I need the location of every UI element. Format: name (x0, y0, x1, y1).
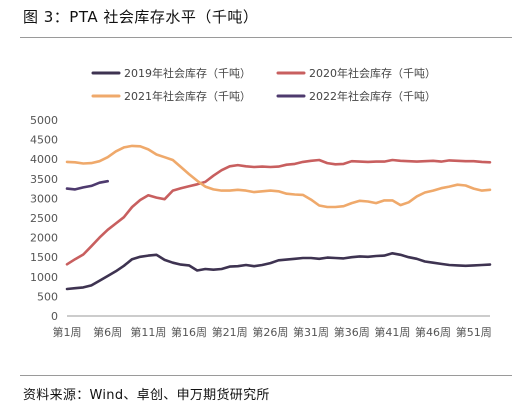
bottom-rule (20, 375, 512, 376)
chart-legend: 2019年社会库存（千吨） 2020年社会库存（千吨） 2021年社会库存（千吨） 2… (91, 66, 436, 103)
x-tick-label: 第46周 (415, 325, 451, 339)
top-rule (20, 37, 512, 38)
series-line (65, 158, 492, 266)
y-tick-label: 4500 (30, 134, 58, 147)
series-line (65, 179, 109, 191)
x-tick-label: 第26周 (252, 325, 288, 339)
series-line (65, 252, 492, 291)
legend-label: 2019年社会库存（千吨） (124, 66, 251, 80)
legend-label: 2022年社会库存（千吨） (309, 89, 436, 103)
x-tick-label: 第21周 (212, 325, 248, 339)
x-tick-label: 第6周 (93, 325, 122, 339)
chart-series (65, 144, 492, 291)
x-tick-label: 第36周 (334, 325, 370, 339)
y-tick-label: 3000 (30, 192, 58, 205)
y-tick-label: 5000 (30, 114, 58, 127)
x-tick-label: 第41周 (374, 325, 410, 339)
x-tick-label: 第1周 (53, 325, 82, 339)
source-note: 资料来源：Wind、卓创、申万期货研究所 (23, 388, 270, 403)
x-tick-label: 第11周 (130, 325, 166, 339)
y-tick-label: 0 (51, 310, 58, 323)
legend-label: 2020年社会库存（千吨） (309, 66, 436, 80)
y-tick-label: 2500 (30, 212, 58, 225)
y-tick-label: 1500 (30, 251, 58, 264)
figure-title: 图 3：PTA 社会库存水平（千吨） (23, 8, 259, 26)
legend-label: 2021年社会库存（千吨） (124, 89, 251, 103)
chart-axes: 0 500 1000 1500 2000 2500 3000 3500 4000 4500 5000… (30, 114, 492, 339)
y-tick-label: 1000 (30, 271, 58, 284)
x-tick-label: 第51周 (456, 325, 492, 339)
y-tick-label: 2000 (30, 232, 58, 245)
y-tick-label: 3500 (30, 173, 58, 186)
y-tick-label: 4000 (30, 153, 58, 166)
y-tick-label: 500 (37, 290, 58, 303)
x-tick-label: 第16周 (171, 325, 207, 339)
series-line (65, 144, 492, 209)
x-tick-label: 第31周 (293, 325, 329, 339)
